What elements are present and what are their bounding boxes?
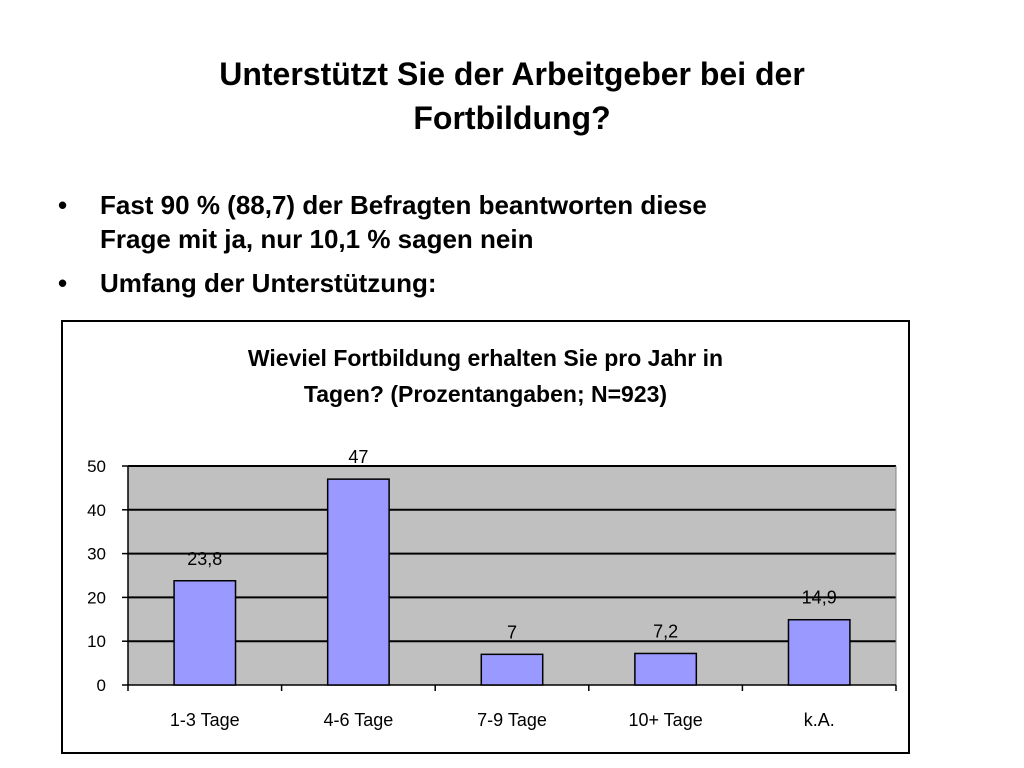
bullet-item: • Fast 90 % (88,7) der Befragten beantwo… bbox=[58, 188, 958, 256]
x-category-label: k.A. bbox=[804, 710, 835, 730]
slide-title-line-1: Unterstützt Sie der Arbeitgeber bei der bbox=[219, 56, 805, 92]
plot-area bbox=[128, 466, 896, 685]
bullet-text-line: Frage mit ja, nur 10,1 % sagen nein bbox=[100, 224, 534, 254]
slide-title: Unterstützt Sie der Arbeitgeber bei der … bbox=[112, 52, 912, 140]
chart-frame: Wieviel Fortbildung erhalten Sie pro Jah… bbox=[61, 320, 910, 754]
y-tick-label: 30 bbox=[87, 545, 106, 564]
bullet-icon: • bbox=[58, 268, 68, 298]
x-category-label: 4-6 Tage bbox=[324, 710, 394, 730]
bullet-item: • Umfang der Unterstützung: bbox=[58, 266, 958, 300]
x-category-label: 10+ Tage bbox=[628, 710, 702, 730]
bullet-list: • Fast 90 % (88,7) der Befragten beantwo… bbox=[58, 188, 958, 310]
chart-title: Wieviel Fortbildung erhalten Sie pro Jah… bbox=[63, 340, 908, 412]
x-category-label: 1-3 Tage bbox=[170, 710, 240, 730]
bullet-icon: • bbox=[58, 190, 68, 220]
bar bbox=[173, 580, 237, 686]
data-label: 7 bbox=[507, 622, 517, 642]
y-tick-label: 10 bbox=[87, 632, 106, 651]
bar-chart: 0 10 20 30 40 50 23,8 1-3 Tage 47 4-6 Tage 7 7-9 Ta… bbox=[87, 447, 897, 730]
chart-title-line-1: Wieviel Fortbildung erhalten Sie pro Jah… bbox=[247, 345, 724, 371]
slide-title-line-2: Fortbildung? bbox=[413, 100, 611, 136]
bar bbox=[480, 653, 544, 686]
data-label: 14,9 bbox=[802, 588, 837, 608]
chart-title-line-2: Tagen? (Prozentangaben; N=923) bbox=[303, 381, 668, 407]
y-tick-label: 20 bbox=[87, 588, 106, 607]
x-category-label: 7-9 Tage bbox=[477, 710, 547, 730]
data-label: 47 bbox=[348, 447, 368, 467]
y-tick-label: 50 bbox=[87, 457, 106, 476]
bar bbox=[787, 618, 851, 686]
bar bbox=[634, 652, 698, 686]
y-tick-label: 40 bbox=[87, 501, 106, 520]
y-tick-label: 0 bbox=[97, 676, 106, 695]
bullet-text-line: Fast 90 % (88,7) der Befragten beantwort… bbox=[100, 190, 707, 220]
data-label: 7,2 bbox=[653, 621, 678, 641]
bar bbox=[326, 478, 390, 686]
data-label: 23,8 bbox=[187, 549, 222, 569]
bullet-text-line: Umfang der Unterstützung: bbox=[100, 268, 437, 298]
